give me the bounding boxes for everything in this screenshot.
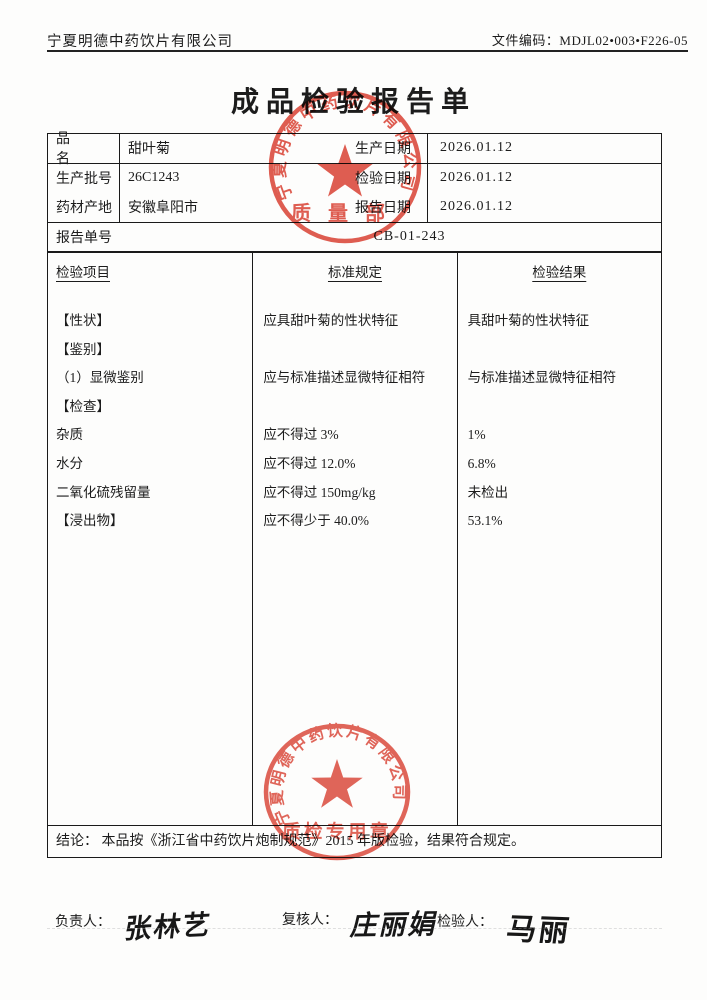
page-header: 宁夏明德中药饮片有限公司 文件编码：MDJL02•003•F226-05 (47, 30, 688, 52)
result-cell: 53.1% (467, 513, 503, 529)
reviewer-signature: 庄丽娟 (347, 909, 442, 942)
conclusion-row: 结论： 本品按《浙江省中药饮片炮制规范》2015 年版检验，结果符合规定。 (48, 825, 661, 857)
item-cell: 二氧化硫残留量 (56, 484, 151, 500)
item-cell: 【检查】 (56, 398, 110, 414)
batch-no-label: 生产批号 (48, 163, 120, 193)
result-cell: 未检出 (467, 484, 509, 500)
column-header-result: 检验结果 (532, 265, 587, 280)
column-items: 检验项目 【性状】 【鉴别】 （1）显微鉴别 【检查】 杂质 水分 二氧化硫残留… (48, 253, 252, 825)
standard-cell: 应与标准描述显微特征相符 (263, 370, 426, 386)
report-no-label: 报告单号 (56, 231, 112, 246)
standard-cell: 应具甜叶菊的性状特征 (263, 313, 399, 328)
inspection-table: 检验项目 【性状】 【鉴别】 （1）显微鉴别 【检查】 杂质 水分 二氧化硫残留… (47, 252, 662, 858)
scan-artifact-line (47, 928, 662, 929)
item-cell: 水分 (56, 455, 83, 471)
signature-reviewer: 复核人： 庄丽娟 (282, 903, 442, 942)
column-result: 检验结果 具甜叶菊的性状特征 与标准描述显微特征相符 1% 6.8% 未检出 5… (456, 253, 661, 825)
page-title: 成品检验报告单 (230, 87, 476, 118)
inspection-date-value: 2026.01.12 (440, 170, 513, 186)
report-no-value: CB-01-243 (373, 229, 446, 244)
document-code: 文件编码：MDJL02•003•F226-05 (492, 30, 688, 49)
production-date-value: 2026.01.12 (440, 140, 513, 156)
result-cell: 与标准描述显微特征相符 (467, 370, 617, 386)
item-cell: 【浸出物】 (56, 513, 124, 529)
standard-cell (253, 393, 456, 422)
batch-no-value: 26C1243 (128, 170, 180, 186)
info-row-origin: 药材产地 安徽阜阳市 报告日期 2026.01.12 (48, 193, 661, 223)
info-row-batch: 生产批号 26C1243 检验日期 2026.01.12 (48, 163, 661, 193)
responsible-signature: 张林艺 (122, 909, 214, 946)
product-name-label: 品 名 (48, 132, 120, 167)
responsible-label: 负责人： (55, 915, 111, 930)
column-header-standard: 标准规定 (327, 265, 382, 280)
inspection-date-label: 检验日期 (352, 163, 428, 193)
signature-responsible: 负责人： 张林艺 (55, 905, 214, 946)
report-date-value: 2026.01.12 (440, 199, 513, 215)
item-cell: 【性状】 (56, 313, 110, 328)
origin-label: 药材产地 (48, 193, 120, 222)
inspector-signature: 马丽 (504, 911, 573, 950)
standard-cell: 应不得过 12.0% (263, 455, 356, 471)
standard-cell: 应不得过 150mg/kg (263, 484, 376, 500)
info-row-name: 品 名 甜叶菊 生产日期 2026.01.12 (48, 132, 661, 167)
inspector-label: 检验人： (437, 915, 493, 930)
product-name-value: 甜叶菊 (128, 142, 170, 158)
standard-cell (253, 336, 456, 365)
result-cell: 6.8% (467, 455, 496, 471)
production-date-label: 生产日期 (352, 134, 428, 163)
column-header-items: 检验项目 (56, 265, 110, 280)
signature-section: 负责人： 张林艺 复核人： 庄丽娟 检验人： 马丽 (47, 893, 687, 950)
standard-cell: 应不得少于 40.0% (263, 513, 370, 529)
document-code-value: MDJL02•003•F226-05 (559, 33, 688, 48)
info-row-report-no: 报告单号 CB-01-243 (48, 223, 661, 252)
company-name: 宁夏明德中药饮片有限公司 (47, 34, 233, 50)
product-info-table: 品 名 甜叶菊 生产日期 2026.01.12 生产批号 26C1243 检验日… (47, 132, 662, 252)
result-cell (458, 393, 661, 422)
item-cell: （1）显微鉴别 (56, 370, 144, 386)
report-date-label: 报告日期 (352, 193, 428, 222)
reviewer-label: 复核人： (282, 913, 338, 928)
signature-inspector: 检验人： 马丽 (437, 905, 573, 950)
inspection-columns: 检验项目 【性状】 【鉴别】 （1）显微鉴别 【检查】 杂质 水分 二氧化硫残留… (48, 253, 661, 825)
item-cell: 【鉴别】 (56, 341, 110, 357)
origin-value: 安徽阜阳市 (128, 201, 198, 217)
item-cell: 杂质 (56, 427, 83, 443)
result-cell: 1% (467, 427, 486, 443)
document-code-label: 文件编码： (491, 33, 560, 48)
standard-cell: 应不得过 3% (263, 427, 339, 443)
result-cell: 具甜叶菊的性状特征 (467, 313, 590, 328)
result-cell (458, 336, 661, 365)
column-standard: 标准规定 应具甜叶菊的性状特征 应与标准描述显微特征相符 应不得过 3% 应不得… (252, 253, 456, 825)
